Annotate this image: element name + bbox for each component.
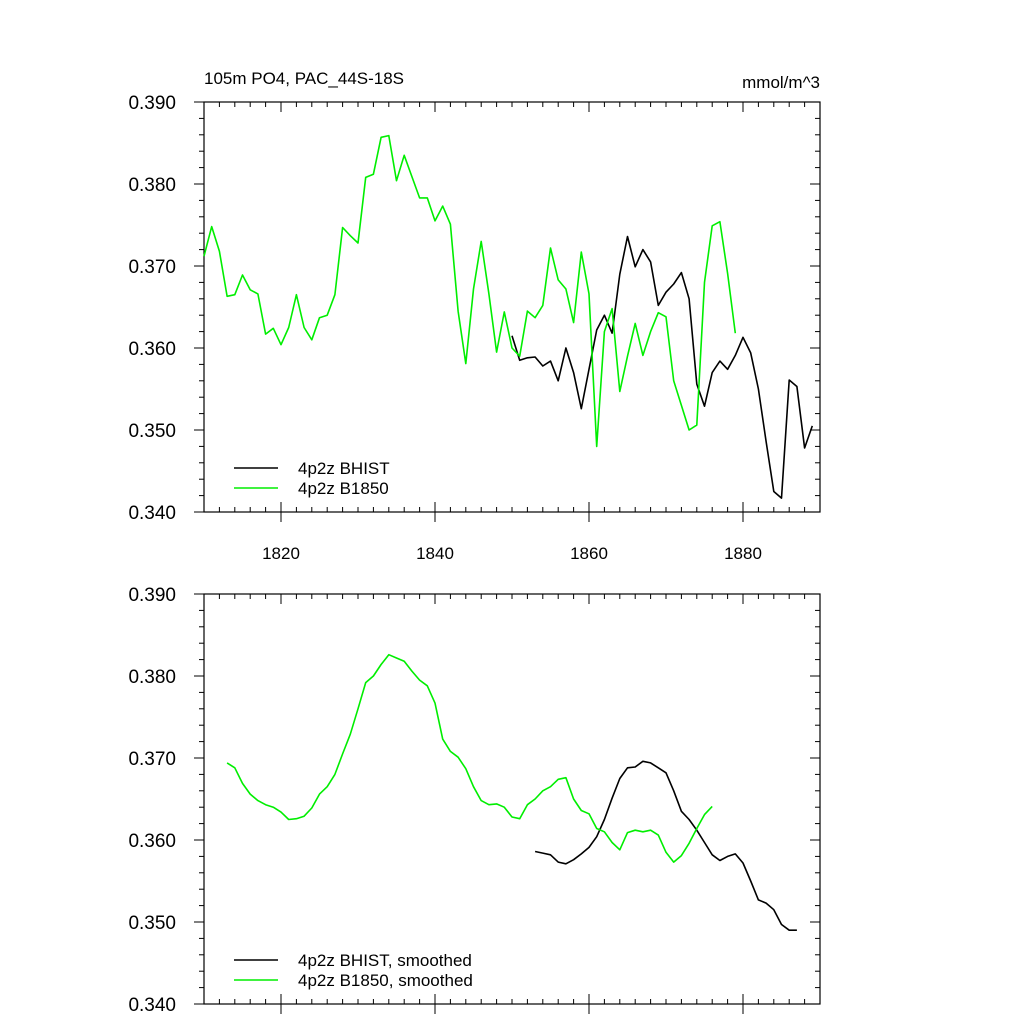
y-tick-label: 0.380 <box>128 667 176 688</box>
units-label: mmol/m^3 <box>742 73 820 92</box>
chart-title: 105m PO4, PAC_44S-18S <box>204 69 404 88</box>
y-tick-label: 0.390 <box>128 585 176 606</box>
series-line-b1850 <box>203 134 737 448</box>
y-tick-label: 0.350 <box>128 913 176 934</box>
series-line-bhist <box>534 760 797 932</box>
y-tick-label: 0.380 <box>128 175 176 196</box>
legend-label: 4p2z B1850, smoothed <box>298 971 473 990</box>
y-tick-label: 0.370 <box>128 749 176 770</box>
plot-frame <box>203 593 821 1005</box>
x-tick-label: 1820 <box>262 544 300 563</box>
y-tick-label: 0.340 <box>128 995 176 1016</box>
series-line-bhist <box>511 235 814 499</box>
y-tick-label: 0.360 <box>128 339 176 360</box>
plot-top-raw: 0.340 0.350 0.360 0.370 0.380 0.390 1820 1840 18… <box>128 93 821 563</box>
x-tick-label: 1840 <box>416 544 454 563</box>
x-tick-label: 1880 <box>724 544 762 563</box>
legend-label: 4p2z BHIST <box>298 459 390 478</box>
plot-frame <box>203 101 821 513</box>
legend-label: 4p2z B1850 <box>298 479 389 498</box>
y-tick-label: 0.340 <box>128 503 176 524</box>
y-tick-label: 0.390 <box>128 93 176 114</box>
series-line-b1850 <box>226 653 713 863</box>
x-tick-label: 1860 <box>570 544 608 563</box>
plot-bottom-smoothed: 0.340 0.350 0.360 0.370 0.380 0.390 4p2z BHIST… <box>128 585 821 1016</box>
legend-label: 4p2z BHIST, smoothed <box>298 951 472 970</box>
y-tick-label: 0.360 <box>128 831 176 852</box>
y-tick-label: 0.370 <box>128 257 176 278</box>
y-tick-label: 0.350 <box>128 421 176 442</box>
